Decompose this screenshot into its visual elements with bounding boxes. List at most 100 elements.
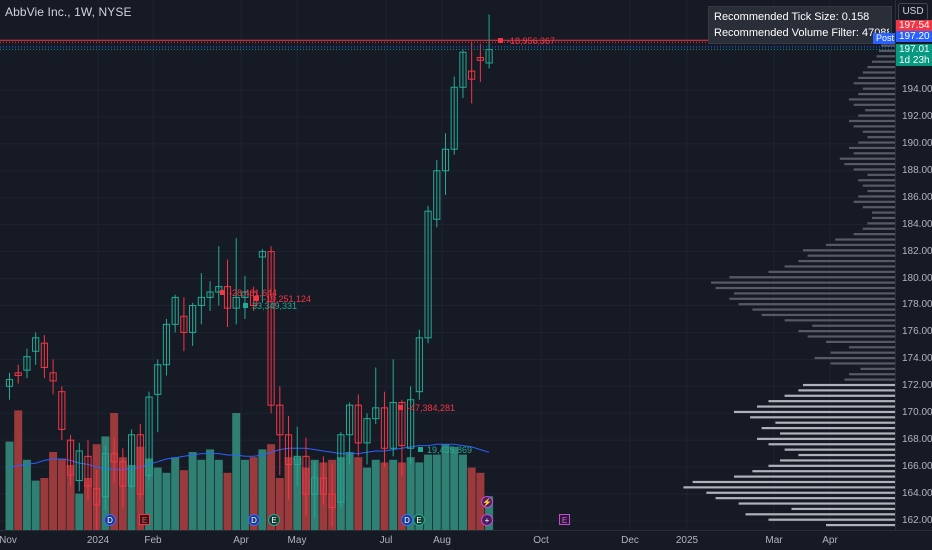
- time-label: Nov: [0, 535, 17, 546]
- symbol-title[interactable]: AbbVie Inc., 1W, NYSE: [5, 5, 132, 19]
- price-tick-label: 186.00: [902, 191, 932, 203]
- volume-profile-bar: [768, 443, 895, 446]
- volume-profile-bar: [862, 71, 895, 74]
- delta-marker-icon: [254, 296, 259, 301]
- earnings-event-icon[interactable]: E: [268, 514, 280, 526]
- volume-bar: [467, 467, 476, 530]
- volume-profile-bar: [715, 497, 895, 500]
- candle-body: [32, 337, 40, 352]
- time-label: Mar: [765, 535, 783, 546]
- price-tick-label: 162.00: [902, 515, 932, 526]
- volume-bar: [83, 478, 92, 530]
- volume-profile-bar: [849, 119, 895, 123]
- volume-bar: [267, 444, 276, 530]
- add-event-icon[interactable]: +: [481, 514, 493, 526]
- volume-profile-bar: [768, 518, 895, 521]
- currency-button[interactable]: USD: [898, 3, 928, 21]
- annotation-text: -19,251,124: [263, 294, 312, 304]
- volume-profile-bar: [862, 87, 895, 90]
- price-axis[interactable]: 194.00 192.00 190.00 188.00 186.00 184.00 182.…: [895, 0, 932, 530]
- tick-size-recommendation: Recommended Tick Size: 0.158: [714, 11, 870, 23]
- volume-bar: [258, 449, 267, 530]
- volume-profile-bar: [768, 464, 895, 467]
- volume-profile-bar: [798, 259, 895, 263]
- time-label: Aug: [433, 535, 451, 546]
- volume-profile-bar: [867, 222, 895, 225]
- time-label: 2024: [86, 535, 110, 546]
- candle-body: [14, 372, 22, 377]
- volume-bar: [57, 458, 66, 530]
- annotation-delta-5: -47,384,281: [398, 403, 455, 413]
- volume-bar: [66, 465, 75, 530]
- volume-profile-bar: [853, 103, 895, 106]
- candle-body: [127, 434, 136, 487]
- plot-area[interactable]: AbbVie Inc., 1W, NYSE Recommended Tick S…: [0, 0, 895, 530]
- candle-body: [424, 210, 432, 339]
- candle-body: [136, 434, 144, 495]
- volume-profile-bar: [752, 470, 895, 473]
- volume-profile-bar: [734, 410, 895, 414]
- candle-body: [23, 356, 31, 371]
- volume-profile-bar: [867, 173, 895, 176]
- volume-profile-bar: [745, 513, 895, 516]
- price-tick-label: 178.00: [902, 299, 932, 311]
- price-tick-label: 164.00: [902, 488, 932, 500]
- dividend-event-icon[interactable]: D: [104, 514, 116, 526]
- volume-bar: [345, 452, 354, 530]
- volume-profile-bar: [738, 502, 895, 505]
- annotation-delta-1: -18,956,367: [498, 36, 555, 46]
- lightning-event-icon[interactable]: ⚡: [481, 496, 493, 508]
- upcoming-earnings-icon[interactable]: E: [559, 514, 570, 525]
- volume-profile-bar: [784, 265, 895, 268]
- volume-profile-bar: [826, 243, 895, 247]
- annotation-text: -28,401,644: [229, 288, 278, 298]
- volume-bar: [415, 462, 424, 530]
- volume-bar: [397, 462, 406, 530]
- price-chart-canvas[interactable]: [0, 0, 895, 530]
- countdown-label: 1d 23h: [896, 55, 932, 66]
- volume-bar: [389, 459, 398, 530]
- volume-bar: [31, 480, 40, 530]
- volume-bar: [476, 472, 485, 530]
- volume-bar: [5, 441, 14, 530]
- volume-bar: [179, 470, 188, 530]
- volume-bar: [145, 458, 154, 530]
- earnings-event-icon[interactable]: E: [139, 514, 150, 525]
- volume-profile-bar: [849, 373, 895, 376]
- volume-bar: [371, 459, 380, 530]
- volume-bar: [127, 465, 136, 530]
- dividend-event-icon[interactable]: D: [248, 514, 260, 526]
- volume-ma-line: [9, 443, 490, 471]
- volume-profile-bar: [858, 76, 895, 79]
- candle-body: [337, 434, 345, 503]
- volume-profile-bar: [752, 308, 895, 311]
- volume-profile-bar: [862, 227, 895, 230]
- time-label: Feb: [144, 535, 162, 546]
- candle-body: [223, 286, 232, 309]
- volume-profile-bar: [734, 475, 895, 478]
- volume-profile-bar: [757, 437, 895, 440]
- candle-body: [232, 296, 240, 309]
- time-label: Apr: [822, 535, 838, 546]
- earnings-event-icon[interactable]: E: [413, 514, 425, 526]
- candle-body: [276, 404, 284, 436]
- volume-bar: [75, 493, 84, 530]
- volume-bar: [206, 449, 215, 530]
- high-price-label: 197.54: [896, 20, 932, 31]
- volume-profile-bar: [706, 491, 895, 494]
- delta-marker-icon: [398, 405, 403, 410]
- volume-bar: [275, 478, 284, 530]
- volume-profile-bar: [807, 335, 895, 338]
- volume-profile-bar: [729, 276, 895, 279]
- volume-profile-bar: [798, 453, 895, 457]
- dividend-event-icon[interactable]: D: [401, 514, 413, 526]
- volume-bar: [162, 472, 171, 530]
- candle-body: [49, 372, 57, 382]
- candle-body: [293, 455, 301, 465]
- volume-bar: [424, 454, 433, 530]
- time-axis[interactable]: Nov 2024 Feb Apr May Jul Aug Oct Dec 202…: [0, 530, 932, 550]
- time-label: Oct: [533, 535, 549, 546]
- volume-profile-bar: [738, 303, 895, 306]
- candle-body: [311, 477, 319, 495]
- volume-profile-bar: [860, 367, 895, 370]
